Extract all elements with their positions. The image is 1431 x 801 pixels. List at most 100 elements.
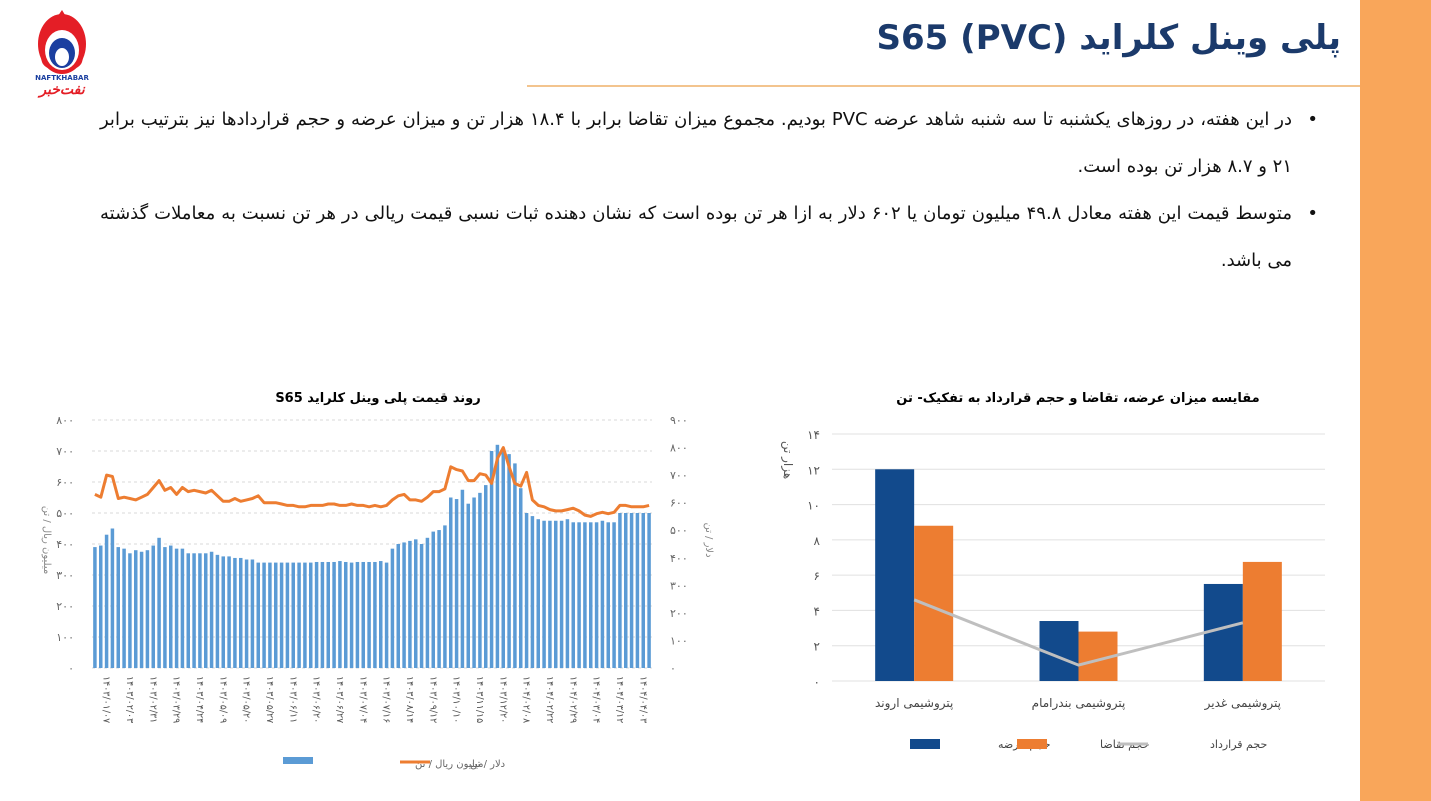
trend-x-tick-label: ۱۴۰۴/۰۲/۲۹: [567, 676, 578, 723]
trend-x-tick-label: ۱۴۰۴/۰۲/۲۲: [544, 676, 555, 723]
bullet-text: متوسط قیمت این هفته معادل ۴۹.۸ میلیون تو…: [100, 203, 1292, 271]
trend-legend: میلیون ریال / تن دلار / تن: [283, 757, 505, 770]
legend-swatch-supply: [910, 739, 940, 749]
compare-category-label: پتروشیمی بندرامام: [1032, 696, 1126, 711]
trend-bar: [139, 551, 144, 668]
trend-bar: [501, 451, 505, 668]
trend-bar: [349, 562, 354, 668]
demand-bar: [1242, 561, 1282, 681]
compare-y-tick-label: ۱۰: [807, 499, 820, 513]
trend-bar: [151, 545, 155, 668]
trend-x-tick-label: ۱۴۰۳/۰۷/۰۴: [357, 676, 368, 723]
trend-bar: [478, 492, 482, 668]
trend-bar: [157, 537, 161, 668]
trend-x-tick-label: ۱۴۰۳/۰۶/۲۰: [311, 676, 322, 723]
bullet-list: • در این هفته، در روزهای یکشنبه تا سه شن…: [100, 96, 1320, 284]
compare-y-tick-label: ۰: [814, 675, 820, 689]
trend-bar: [606, 522, 610, 668]
accent-side-bar: [1360, 0, 1431, 801]
trend-bar: [244, 559, 249, 668]
trend-bar: [548, 520, 552, 668]
compare-chart-title: مقایسه میزان عرضه، تقاضا و حجم قرارداد ب…: [896, 391, 1259, 406]
trend-bar: [303, 562, 307, 668]
trend-bar: [204, 553, 208, 668]
trend-left-tick-label: ۴۰۰: [56, 538, 74, 551]
trend-x-tick-label: ۱۴۰۳/۰۷/۱۶: [381, 676, 392, 723]
trend-right-tick-label: ۲۰۰: [670, 607, 688, 620]
compare-y-tick-label: ۱۴: [807, 428, 820, 442]
trend-bar: [408, 540, 412, 668]
trend-bar: [367, 561, 371, 668]
trend-bar: [174, 548, 179, 668]
supply-demand-chart: مقایسه میزان عرضه، تقاضا و حجم قرارداد ب…: [780, 391, 1325, 751]
compare-category-label: پتروشیمی غدیر: [1204, 696, 1281, 711]
trend-bar: [618, 513, 622, 668]
trend-left-tick-label: ۷۰۰: [56, 445, 74, 458]
trend-bar: [274, 562, 278, 668]
trend-bar: [495, 444, 500, 668]
trend-left-tick-label: ۵۰۰: [56, 507, 74, 520]
bullet-item: • متوسط قیمت این هفته معادل ۴۹.۸ میلیون …: [100, 190, 1320, 284]
trend-bar: [559, 520, 564, 668]
trend-bar: [589, 522, 593, 668]
trend-bar: [320, 561, 325, 668]
trend-x-tick-label: ۱۴۰۴/۰۲/۰۸: [521, 676, 532, 723]
trend-bar: [565, 519, 570, 668]
trend-bar: [647, 513, 651, 668]
trend-bar: [641, 513, 645, 668]
trend-bar: [373, 561, 377, 668]
trend-bar: [309, 562, 313, 668]
trend-bar: [484, 485, 488, 668]
legend-label-rial: میلیون ریال / تن: [415, 759, 483, 770]
trend-chart-title: روند قیمت پلی وینل کلراید S65: [275, 391, 480, 406]
trend-bar: [110, 528, 115, 668]
trend-x-tick-label: ۱۴۰۳/۱۲/۲۰: [497, 676, 508, 723]
legend-label-contract: حجم قرارداد: [1210, 738, 1267, 751]
trend-x-tick-label: ۱۴۰۳/۱۰/۱۰: [451, 676, 462, 723]
trend-bar: [338, 561, 342, 668]
trend-right-tick-label: ۷۰۰: [670, 469, 688, 482]
trend-x-tick-label: ۱۴۰۳/۰۶/۲۷: [334, 676, 345, 723]
trend-bar: [355, 561, 360, 668]
legend-swatch-demand: [1017, 739, 1047, 749]
compare-y-tick-label: ۱۲: [807, 463, 820, 477]
compare-y-tick-label: ۶: [814, 569, 820, 583]
trend-bar: [542, 520, 546, 668]
trend-bar: [379, 561, 383, 668]
trend-x-tick-label: ۱۴۰۴/۰۴/۰۳: [637, 676, 648, 723]
trend-bar: [128, 553, 132, 668]
trend-bar: [134, 550, 138, 668]
trend-x-tick-label: ۱۴۰۳/۰۸/۱۴: [404, 676, 415, 723]
trend-bar: [116, 547, 120, 668]
trend-bar: [489, 451, 494, 668]
trend-x-tick-label: ۱۴۰۳/۰۱/۰۷: [101, 676, 112, 723]
trend-bar: [454, 499, 459, 668]
bullet-item: • در این هفته، در روزهای یکشنبه تا سه شن…: [100, 96, 1320, 190]
trend-bar: [425, 537, 430, 668]
page-title: پلی وینل کلراید (PVC) S65: [876, 18, 1341, 58]
trend-bar: [227, 556, 231, 668]
trend-bar: [402, 542, 406, 668]
price-trend-chart: روند قیمت پلی وینل کلراید S65 میلیون ریا…: [41, 391, 714, 770]
trend-bar: [239, 557, 243, 668]
trend-bar: [297, 562, 301, 668]
trend-bar: [600, 520, 605, 668]
trend-bar: [285, 562, 290, 668]
trend-bar: [624, 513, 628, 668]
trend-x-tick-label: ۱۴۰۳/۰۵/۰۹: [217, 676, 228, 723]
trend-bar: [466, 503, 470, 668]
trend-bar: [629, 513, 634, 668]
trend-bar: [198, 553, 202, 668]
supply-bar: [875, 469, 915, 681]
trend-x-tick-label: ۱۴۰۳/۰۹/۱۲: [427, 676, 438, 723]
trend-left-tick-label: ۸۰۰: [56, 414, 74, 427]
trend-bar: [414, 539, 418, 668]
trend-x-tick-label: ۱۴۰۳/۰۶/۱۱: [287, 676, 298, 723]
trend-bar: [326, 561, 330, 668]
trend-bar: [332, 561, 336, 668]
compare-y-axis-label: هزار تن: [780, 441, 795, 479]
trend-bar: [530, 516, 535, 668]
trend-bar: [390, 548, 395, 668]
trend-bar: [361, 561, 365, 668]
trend-right-tick-label: ۸۰۰: [670, 442, 688, 455]
